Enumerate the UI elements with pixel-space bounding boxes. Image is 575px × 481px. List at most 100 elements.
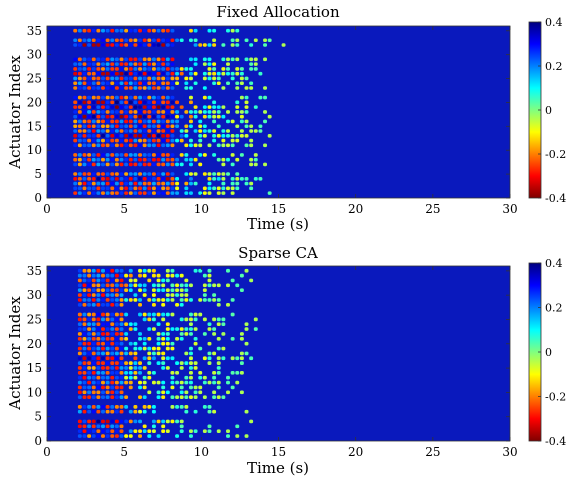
- heatmap-cell: [105, 278, 110, 283]
- heatmap-cell: [77, 105, 82, 109]
- heatmap-cell: [179, 105, 184, 109]
- heatmap-cell: [77, 71, 82, 76]
- heatmap-cell: [105, 371, 110, 375]
- heatmap-cell: [110, 86, 115, 90]
- heatmap-cell: [114, 38, 119, 43]
- heatmap-cell: [110, 181, 115, 186]
- heatmap-cell: [91, 341, 96, 346]
- heatmap-cell: [124, 134, 129, 138]
- heatmap-cell: [82, 76, 87, 81]
- bottom-heatmap-cells: [77, 268, 258, 438]
- heatmap-cell: [165, 162, 170, 167]
- heatmap-cell: [110, 143, 115, 148]
- heatmap-cell: [82, 375, 87, 380]
- heatmap-cell: [73, 143, 78, 148]
- heatmap-cell: [133, 28, 138, 33]
- heatmap-cell: [263, 57, 268, 62]
- heatmap-cell: [221, 71, 226, 76]
- heatmap-cell: [151, 38, 156, 43]
- heatmap-cell: [133, 327, 138, 331]
- colorbar-tick-label: 0.4: [545, 16, 563, 29]
- heatmap-cell: [165, 298, 170, 302]
- heatmap-cell: [207, 298, 212, 302]
- heatmap-cell: [110, 191, 115, 195]
- heatmap-cell: [193, 366, 198, 370]
- heatmap-cell: [114, 380, 119, 385]
- heatmap-cell: [101, 298, 105, 302]
- x-tick-label: 25: [425, 202, 440, 216]
- heatmap-cell: [179, 405, 184, 409]
- heatmap-cell: [73, 43, 78, 47]
- heatmap-cell: [110, 76, 115, 81]
- heatmap-cell: [82, 336, 87, 341]
- heatmap-cell: [91, 62, 96, 66]
- heatmap-cell: [101, 332, 105, 336]
- heatmap-cell: [207, 341, 212, 346]
- heatmap-cell: [119, 43, 124, 47]
- heatmap-cell: [170, 43, 175, 47]
- heatmap-cell: [253, 162, 258, 167]
- heatmap-cell: [165, 273, 170, 278]
- heatmap-cell: [91, 114, 96, 119]
- heatmap-cell: [165, 129, 170, 133]
- heatmap-cell: [147, 138, 152, 143]
- heatmap-cell: [188, 191, 193, 195]
- heatmap-cell: [142, 100, 147, 105]
- heatmap-cell: [179, 380, 184, 385]
- heatmap-cell: [124, 371, 129, 375]
- heatmap-cell: [161, 317, 166, 322]
- heatmap-cell: [82, 138, 87, 143]
- heatmap-cell: [96, 273, 101, 278]
- heatmap-cell: [249, 143, 254, 148]
- heatmap-cell: [87, 172, 92, 176]
- heatmap-cell: [216, 283, 221, 288]
- heatmap-cell: [156, 114, 161, 119]
- heatmap-cell: [128, 143, 133, 148]
- y-tick-label: 20: [27, 95, 42, 109]
- heatmap-cell: [114, 43, 119, 47]
- heatmap-cell: [101, 57, 105, 62]
- heatmap-cell: [198, 124, 203, 129]
- heatmap-cell: [110, 57, 115, 62]
- heatmap-cell: [202, 288, 207, 293]
- heatmap-cell: [96, 361, 101, 365]
- heatmap-cell: [128, 76, 133, 81]
- heatmap-cell: [216, 76, 221, 81]
- heatmap-cell: [142, 268, 147, 273]
- heatmap-cell: [156, 322, 161, 327]
- heatmap-cell: [156, 138, 161, 143]
- heatmap-cell: [105, 395, 110, 399]
- heatmap-cell: [142, 134, 147, 138]
- heatmap-cell: [156, 273, 161, 278]
- heatmap-cell: [165, 110, 170, 114]
- heatmap-cell: [151, 268, 156, 273]
- heatmap-cell: [212, 375, 217, 380]
- heatmap-cell: [202, 129, 207, 133]
- heatmap-cell: [119, 278, 124, 283]
- heatmap-cell: [147, 191, 152, 195]
- heatmap-cell: [161, 395, 166, 399]
- heatmap-cell: [151, 356, 156, 361]
- heatmap-cell: [82, 332, 87, 336]
- heatmap-cell: [91, 105, 96, 109]
- heatmap-cell: [165, 186, 170, 191]
- heatmap-cell: [87, 110, 92, 114]
- heatmap-cell: [114, 172, 119, 176]
- heatmap-cell: [96, 138, 101, 143]
- heatmap-cell: [263, 119, 268, 124]
- heatmap-cell: [170, 76, 175, 81]
- heatmap-cell: [87, 380, 92, 385]
- heatmap-cell: [221, 157, 226, 162]
- heatmap-cell: [114, 361, 119, 365]
- heatmap-cell: [77, 366, 82, 370]
- heatmap-cell: [73, 114, 78, 119]
- heatmap-cell: [133, 86, 138, 90]
- bottom-x-axis-label: Time (s): [247, 459, 309, 477]
- heatmap-cell: [207, 351, 212, 356]
- heatmap-cell: [193, 390, 198, 395]
- heatmap-cell: [101, 288, 105, 293]
- heatmap-cell: [105, 327, 110, 331]
- heatmap-cell: [87, 341, 92, 346]
- heatmap-cell: [133, 134, 138, 138]
- heatmap-cell: [170, 81, 175, 86]
